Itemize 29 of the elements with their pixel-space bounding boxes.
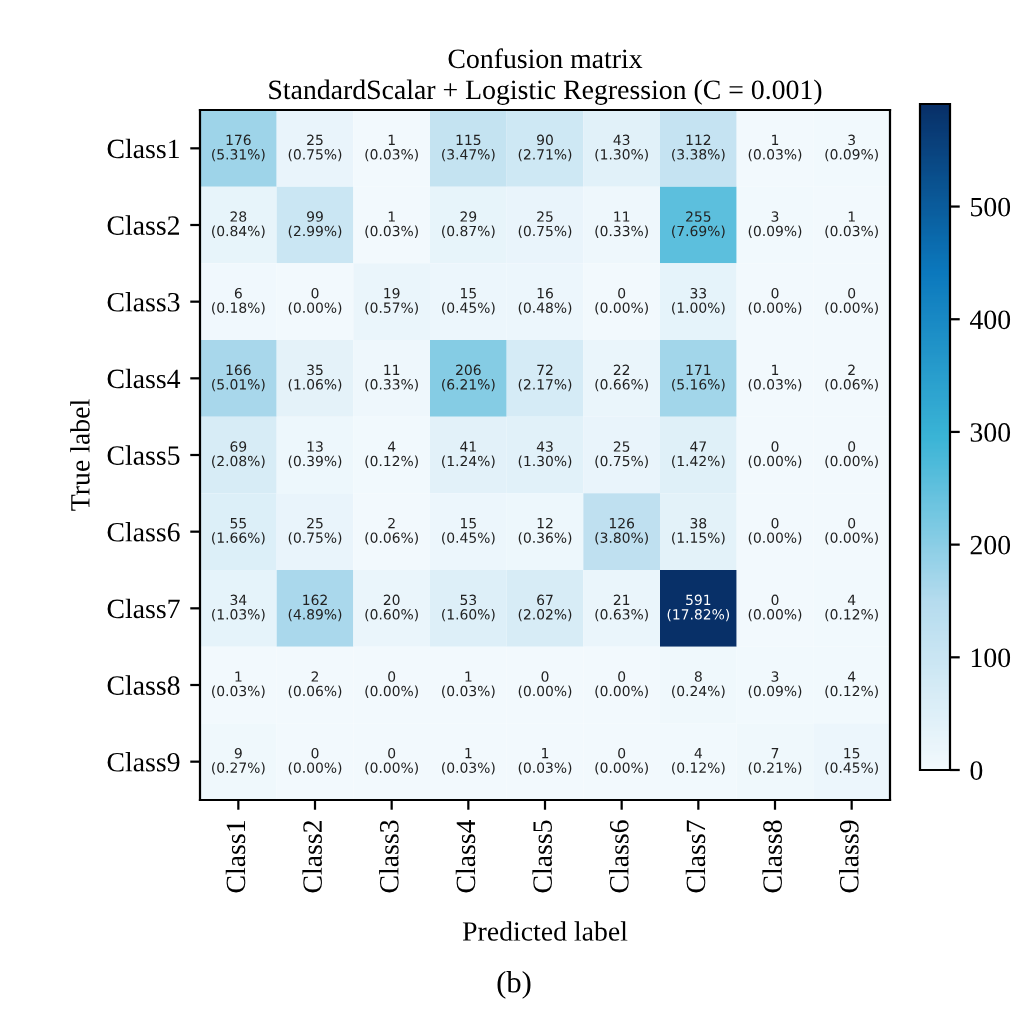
- x-tick-label: Class6: [609, 820, 629, 893]
- color-bar-label: 400: [969, 310, 1011, 330]
- y-tick-label: Class8: [107, 675, 180, 695]
- x-tick-label: Class3: [379, 820, 399, 893]
- x-tick-label: Class7: [685, 820, 706, 893]
- x-tick-label: Class2: [302, 820, 322, 893]
- x-tick-label: Class8: [762, 820, 782, 893]
- chart-subtitle: StandardScalar + Logistic Regression (C = 0.001): [269, 79, 822, 105]
- x-tick-label: Class4: [455, 819, 476, 893]
- y-tick-label: Class1: [107, 138, 179, 159]
- chart-title: Confusion matrix: [448, 48, 643, 69]
- color-bar-label: 200: [970, 535, 1011, 555]
- y-tick-label: Class6: [107, 522, 180, 542]
- color-bar-label: 100: [971, 648, 1011, 668]
- x-tick-label: Class9: [839, 820, 859, 893]
- color-bar-label: 500: [971, 197, 1011, 217]
- x-tick-label: Class1: [225, 821, 246, 893]
- y-tick-label: Class3: [107, 292, 180, 312]
- y-axis-title: True label: [70, 399, 90, 511]
- color-bar-label: 0: [970, 761, 983, 780]
- y-tick-label: Class4: [107, 368, 181, 389]
- y-tick-label: Class9: [107, 752, 180, 772]
- text: (b): [497, 971, 531, 999]
- x-axis-title: Predicted label: [462, 921, 628, 941]
- color-bar-label: 300: [970, 423, 1011, 442]
- x-tick-label: Class5: [532, 820, 552, 893]
- y-tick-label: Class5: [107, 445, 180, 465]
- y-tick-label: Class7: [107, 598, 180, 619]
- y-tick-label: Class2: [107, 215, 180, 235]
